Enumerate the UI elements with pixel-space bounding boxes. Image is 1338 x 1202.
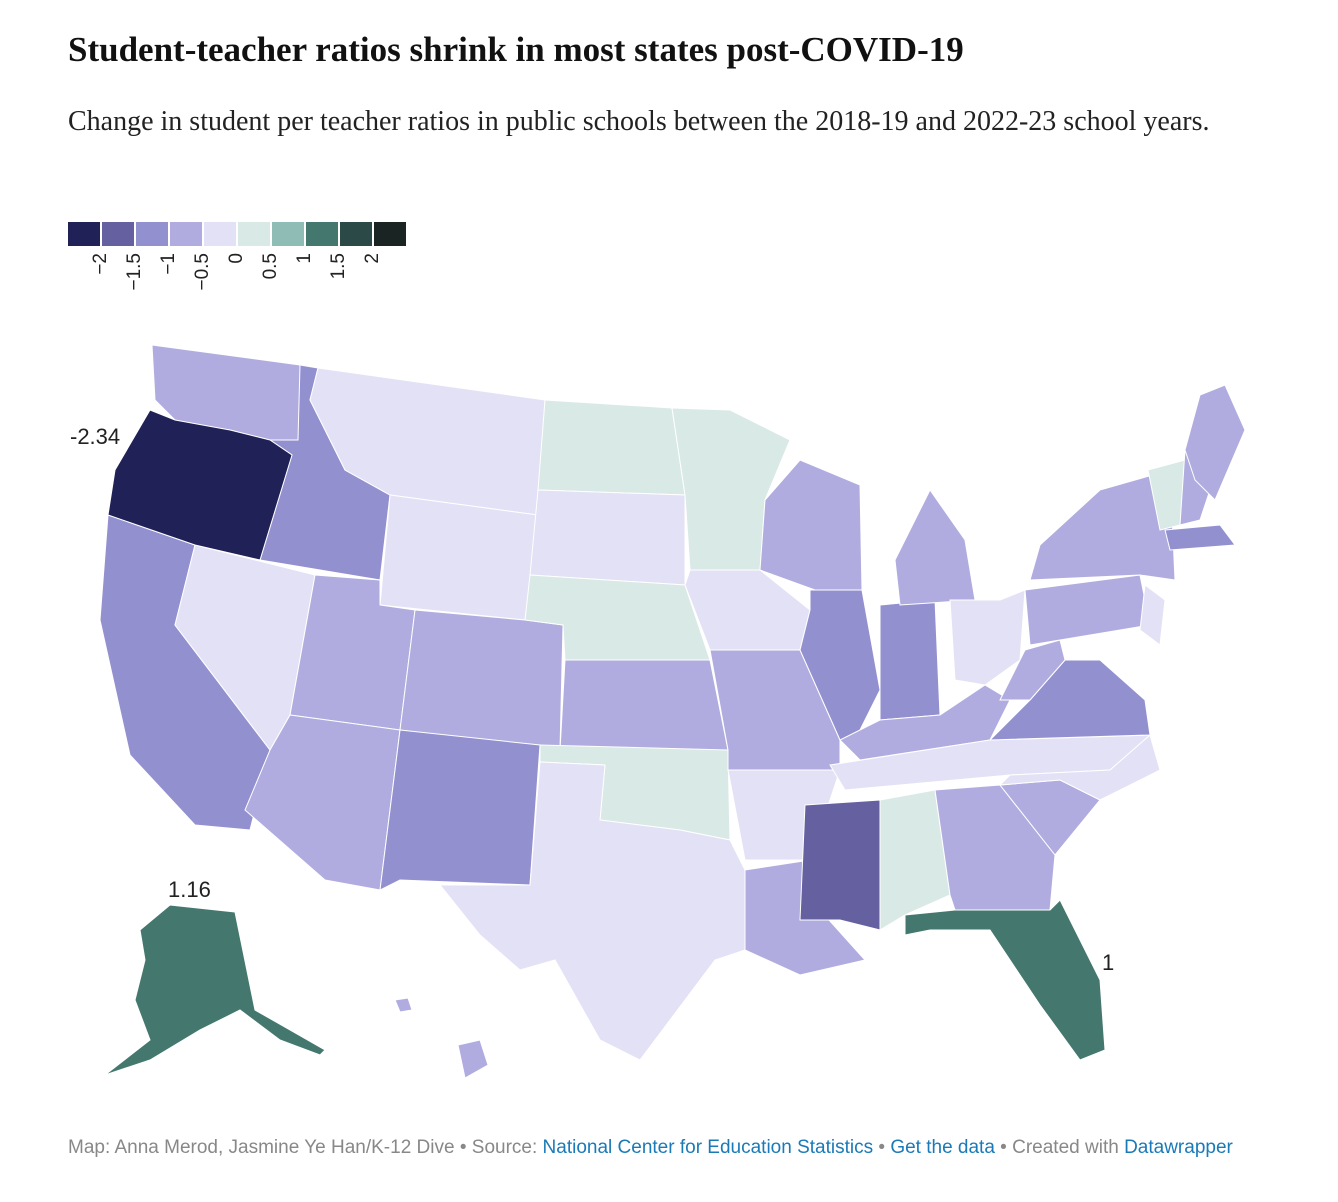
state-fl <box>904 899 1106 1061</box>
data-link[interactable]: Get the data <box>890 1137 995 1158</box>
footer: Map: Anna Merod, Jasmine Ye Han/K-12 Div… <box>68 1137 1233 1158</box>
chart-subtitle: Change in student per teacher ratios in … <box>68 106 1210 137</box>
legend-swatch <box>374 222 406 246</box>
state-ak <box>104 904 326 1076</box>
legend-tick-label: −0.5 <box>192 253 213 291</box>
state-ks <box>559 659 729 751</box>
legend-tick-label: −2 <box>90 253 111 275</box>
state-co <box>399 609 564 751</box>
state-me <box>1184 384 1246 501</box>
annotation: 1 <box>1102 950 1114 975</box>
chart-title: Student-teacher ratios shrink in most st… <box>68 30 964 69</box>
state-mi <box>894 489 976 606</box>
legend-tick-label: 0 <box>226 253 247 264</box>
state-nm <box>379 729 541 891</box>
tool-link[interactable]: Datawrapper <box>1124 1137 1233 1158</box>
state-wy <box>379 494 539 621</box>
state-nd <box>537 399 686 496</box>
state-oh <box>949 589 1026 686</box>
legend-swatch <box>306 222 338 246</box>
legend-tick-label: 1 <box>294 253 315 264</box>
state-nc <box>998 734 1161 801</box>
source-label: Source: <box>471 1137 538 1158</box>
state-sd <box>529 489 686 586</box>
map: -2.34 1.16 1 −2 −1.5 −1 −0.5 0 0.5 1 1.5 2 <box>68 222 1246 1079</box>
state-or <box>107 409 293 561</box>
state-hi <box>394 997 413 1013</box>
state-wv <box>999 639 1066 701</box>
state-wi <box>759 459 863 591</box>
annotation: -2.34 <box>70 424 120 449</box>
legend-tick-label: 1.5 <box>328 253 349 279</box>
legend-swatch <box>136 222 168 246</box>
state-pa <box>1024 574 1151 646</box>
annotation: 1.16 <box>168 877 211 902</box>
credit: Map: Anna Merod, Jasmine Ye Han/K-12 Div… <box>68 1137 455 1158</box>
state-ma <box>1164 524 1236 551</box>
state-hi <box>457 1039 489 1079</box>
state-nj <box>1139 584 1166 646</box>
legend-swatch <box>102 222 134 246</box>
legend-tick-label: −1.5 <box>124 253 145 291</box>
created: Created with <box>1012 1137 1119 1158</box>
legend-swatch <box>204 222 236 246</box>
legend-swatch <box>68 222 100 246</box>
state-ny <box>1029 469 1176 581</box>
source-link[interactable]: National Center for Education Statistics <box>542 1137 874 1158</box>
legend-swatch <box>170 222 202 246</box>
state-tx <box>438 761 746 1061</box>
legend-swatch <box>238 222 270 246</box>
legend-tick-label: 0.5 <box>260 253 281 279</box>
state-ia <box>684 569 811 651</box>
states <box>99 344 1246 1079</box>
legend-swatch <box>340 222 372 246</box>
legend-swatch <box>272 222 304 246</box>
state-al <box>879 789 951 931</box>
legend-tick-label: 2 <box>362 253 383 264</box>
state-in <box>879 599 941 721</box>
state-ms <box>799 799 881 931</box>
legend-tick-label: −1 <box>158 253 179 275</box>
